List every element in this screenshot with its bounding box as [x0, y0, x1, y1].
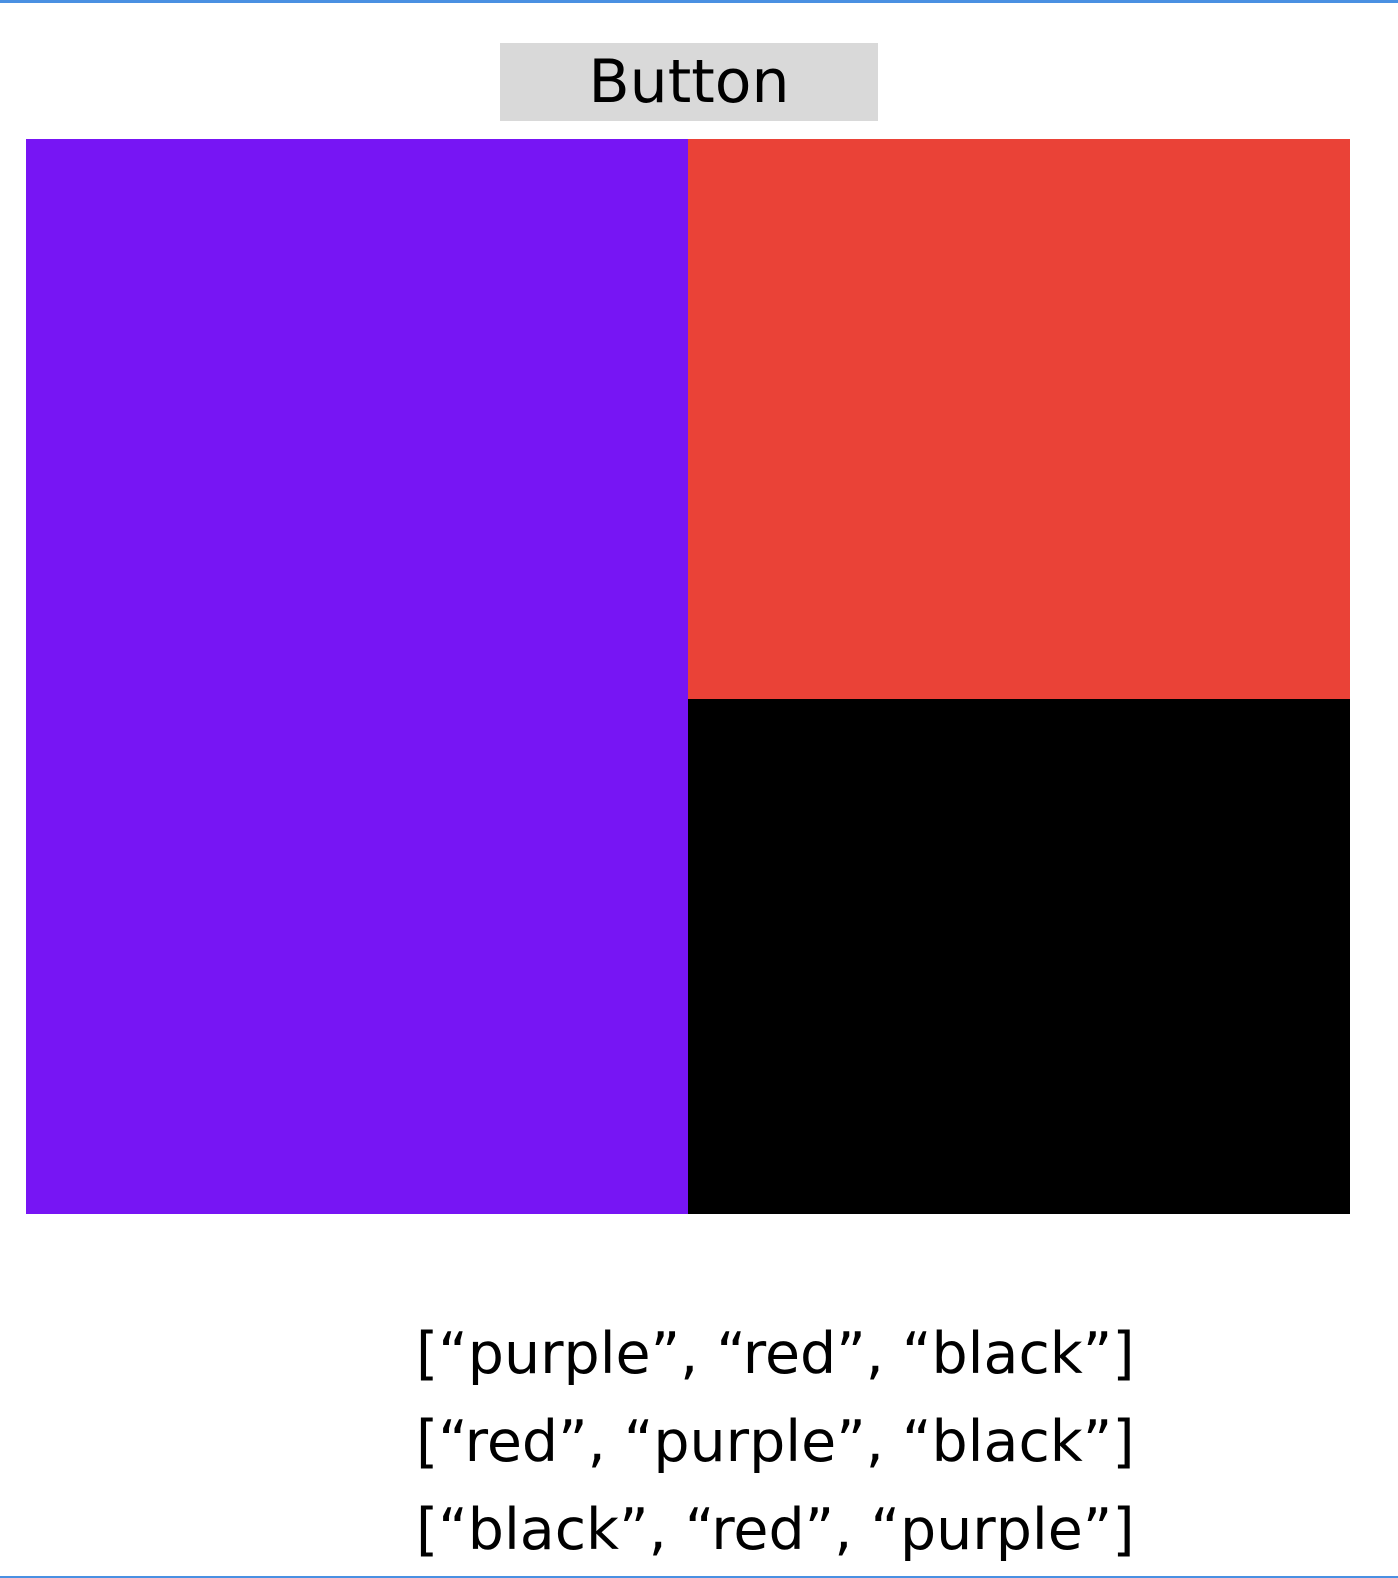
- purple-panel: [26, 139, 688, 1214]
- color-order-line-1: [“purple”, “red”, “black”]: [416, 1321, 1135, 1387]
- color-order-list: [“purple”, “red”, “black”] [“red”, “purp…: [416, 1310, 1156, 1574]
- red-panel: [688, 139, 1350, 699]
- window-bottom-border: [0, 1576, 1398, 1578]
- black-panel: [688, 699, 1350, 1214]
- action-button[interactable]: Button: [500, 43, 878, 121]
- color-order-line-2: [“red”, “purple”, “black”]: [416, 1409, 1135, 1475]
- window-top-border: [0, 0, 1398, 3]
- color-grid: [26, 139, 1350, 1214]
- color-order-line-3: [“black”, “red”, “purple”]: [416, 1497, 1135, 1563]
